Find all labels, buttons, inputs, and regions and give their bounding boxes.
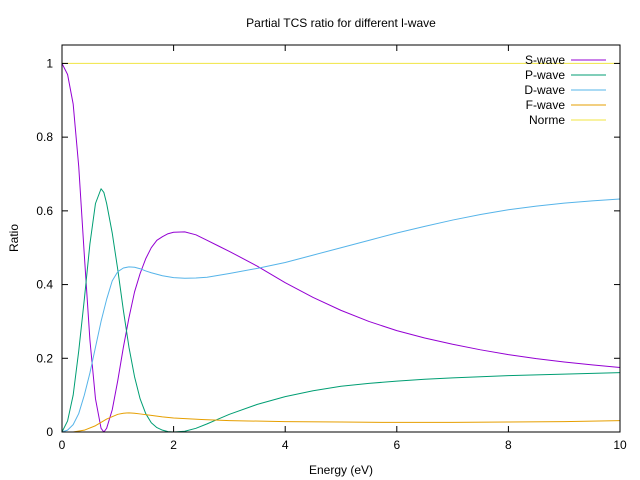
x-tick-label: 6 xyxy=(393,438,400,452)
legend-label-s-wave: S-wave xyxy=(525,53,565,67)
x-axis-label: Energy (eV) xyxy=(309,463,373,477)
y-tick-label: 0.4 xyxy=(36,278,53,292)
series-line-s-wave xyxy=(61,63,621,433)
y-tick-label: 0 xyxy=(46,425,53,439)
series-line-d-wave xyxy=(61,198,621,433)
legend-label-d-wave: D-wave xyxy=(524,83,565,97)
legend-label-norme: Norme xyxy=(529,113,565,127)
x-tick-label: 0 xyxy=(59,438,66,452)
y-tick-label: 1 xyxy=(46,56,53,70)
series-line-f-wave xyxy=(62,412,621,433)
plot-frame xyxy=(61,44,621,433)
chart-title: Partial TCS ratio for different l-wave xyxy=(246,16,436,30)
legend-label-p-wave: P-wave xyxy=(525,68,565,82)
x-tick-label: 4 xyxy=(282,438,289,452)
y-tick-label: 0.2 xyxy=(36,351,53,365)
x-tick-label: 10 xyxy=(613,438,627,452)
legend-label-f-wave: F-wave xyxy=(526,98,566,112)
y-axis-label: Ratio xyxy=(7,224,21,252)
y-tick-label: 0.6 xyxy=(36,204,53,218)
y-tick-label: 0.8 xyxy=(36,130,53,144)
ticks-layer: 0 2 4 6 8 10 0 0.2 0.4 0.6 0.8 1 xyxy=(36,45,627,452)
x-tick-label: 8 xyxy=(505,438,512,452)
x-tick-label: 2 xyxy=(170,438,177,452)
